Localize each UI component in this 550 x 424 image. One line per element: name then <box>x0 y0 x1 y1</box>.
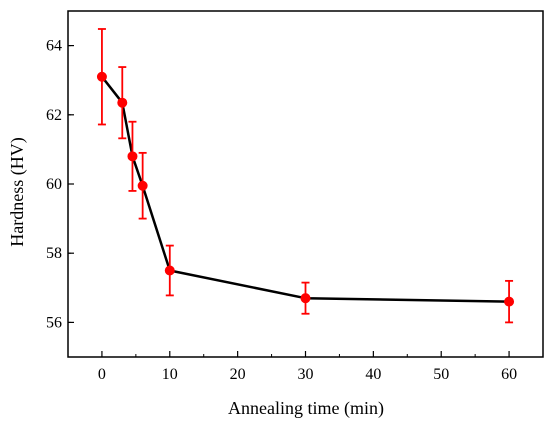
data-point <box>504 296 515 307</box>
data-point <box>300 293 311 304</box>
y-tick-label: 60 <box>46 176 62 193</box>
data-point <box>127 151 138 162</box>
y-tick-label: 56 <box>46 314 62 331</box>
series-line <box>100 75 510 303</box>
y-tick-label: 58 <box>46 245 62 262</box>
x-tick-label: 10 <box>162 366 178 383</box>
y-tick-label: 64 <box>46 38 62 55</box>
x-tick-label: 20 <box>230 366 246 383</box>
data-point <box>96 71 107 82</box>
x-tick-label: 40 <box>365 366 381 383</box>
y-tick-label: 62 <box>46 107 62 124</box>
data-point <box>137 180 148 191</box>
x-tick-label: 50 <box>433 366 449 383</box>
x-tick-label: 30 <box>298 366 314 383</box>
x-tick-label: 60 <box>501 366 517 383</box>
data-point <box>164 265 175 276</box>
x-tick-label: 0 <box>98 366 106 383</box>
data-point <box>117 97 128 108</box>
x-axis-title: Annealing time (min) <box>228 398 384 419</box>
y-axis-title: Hardness (HV) <box>7 137 28 246</box>
